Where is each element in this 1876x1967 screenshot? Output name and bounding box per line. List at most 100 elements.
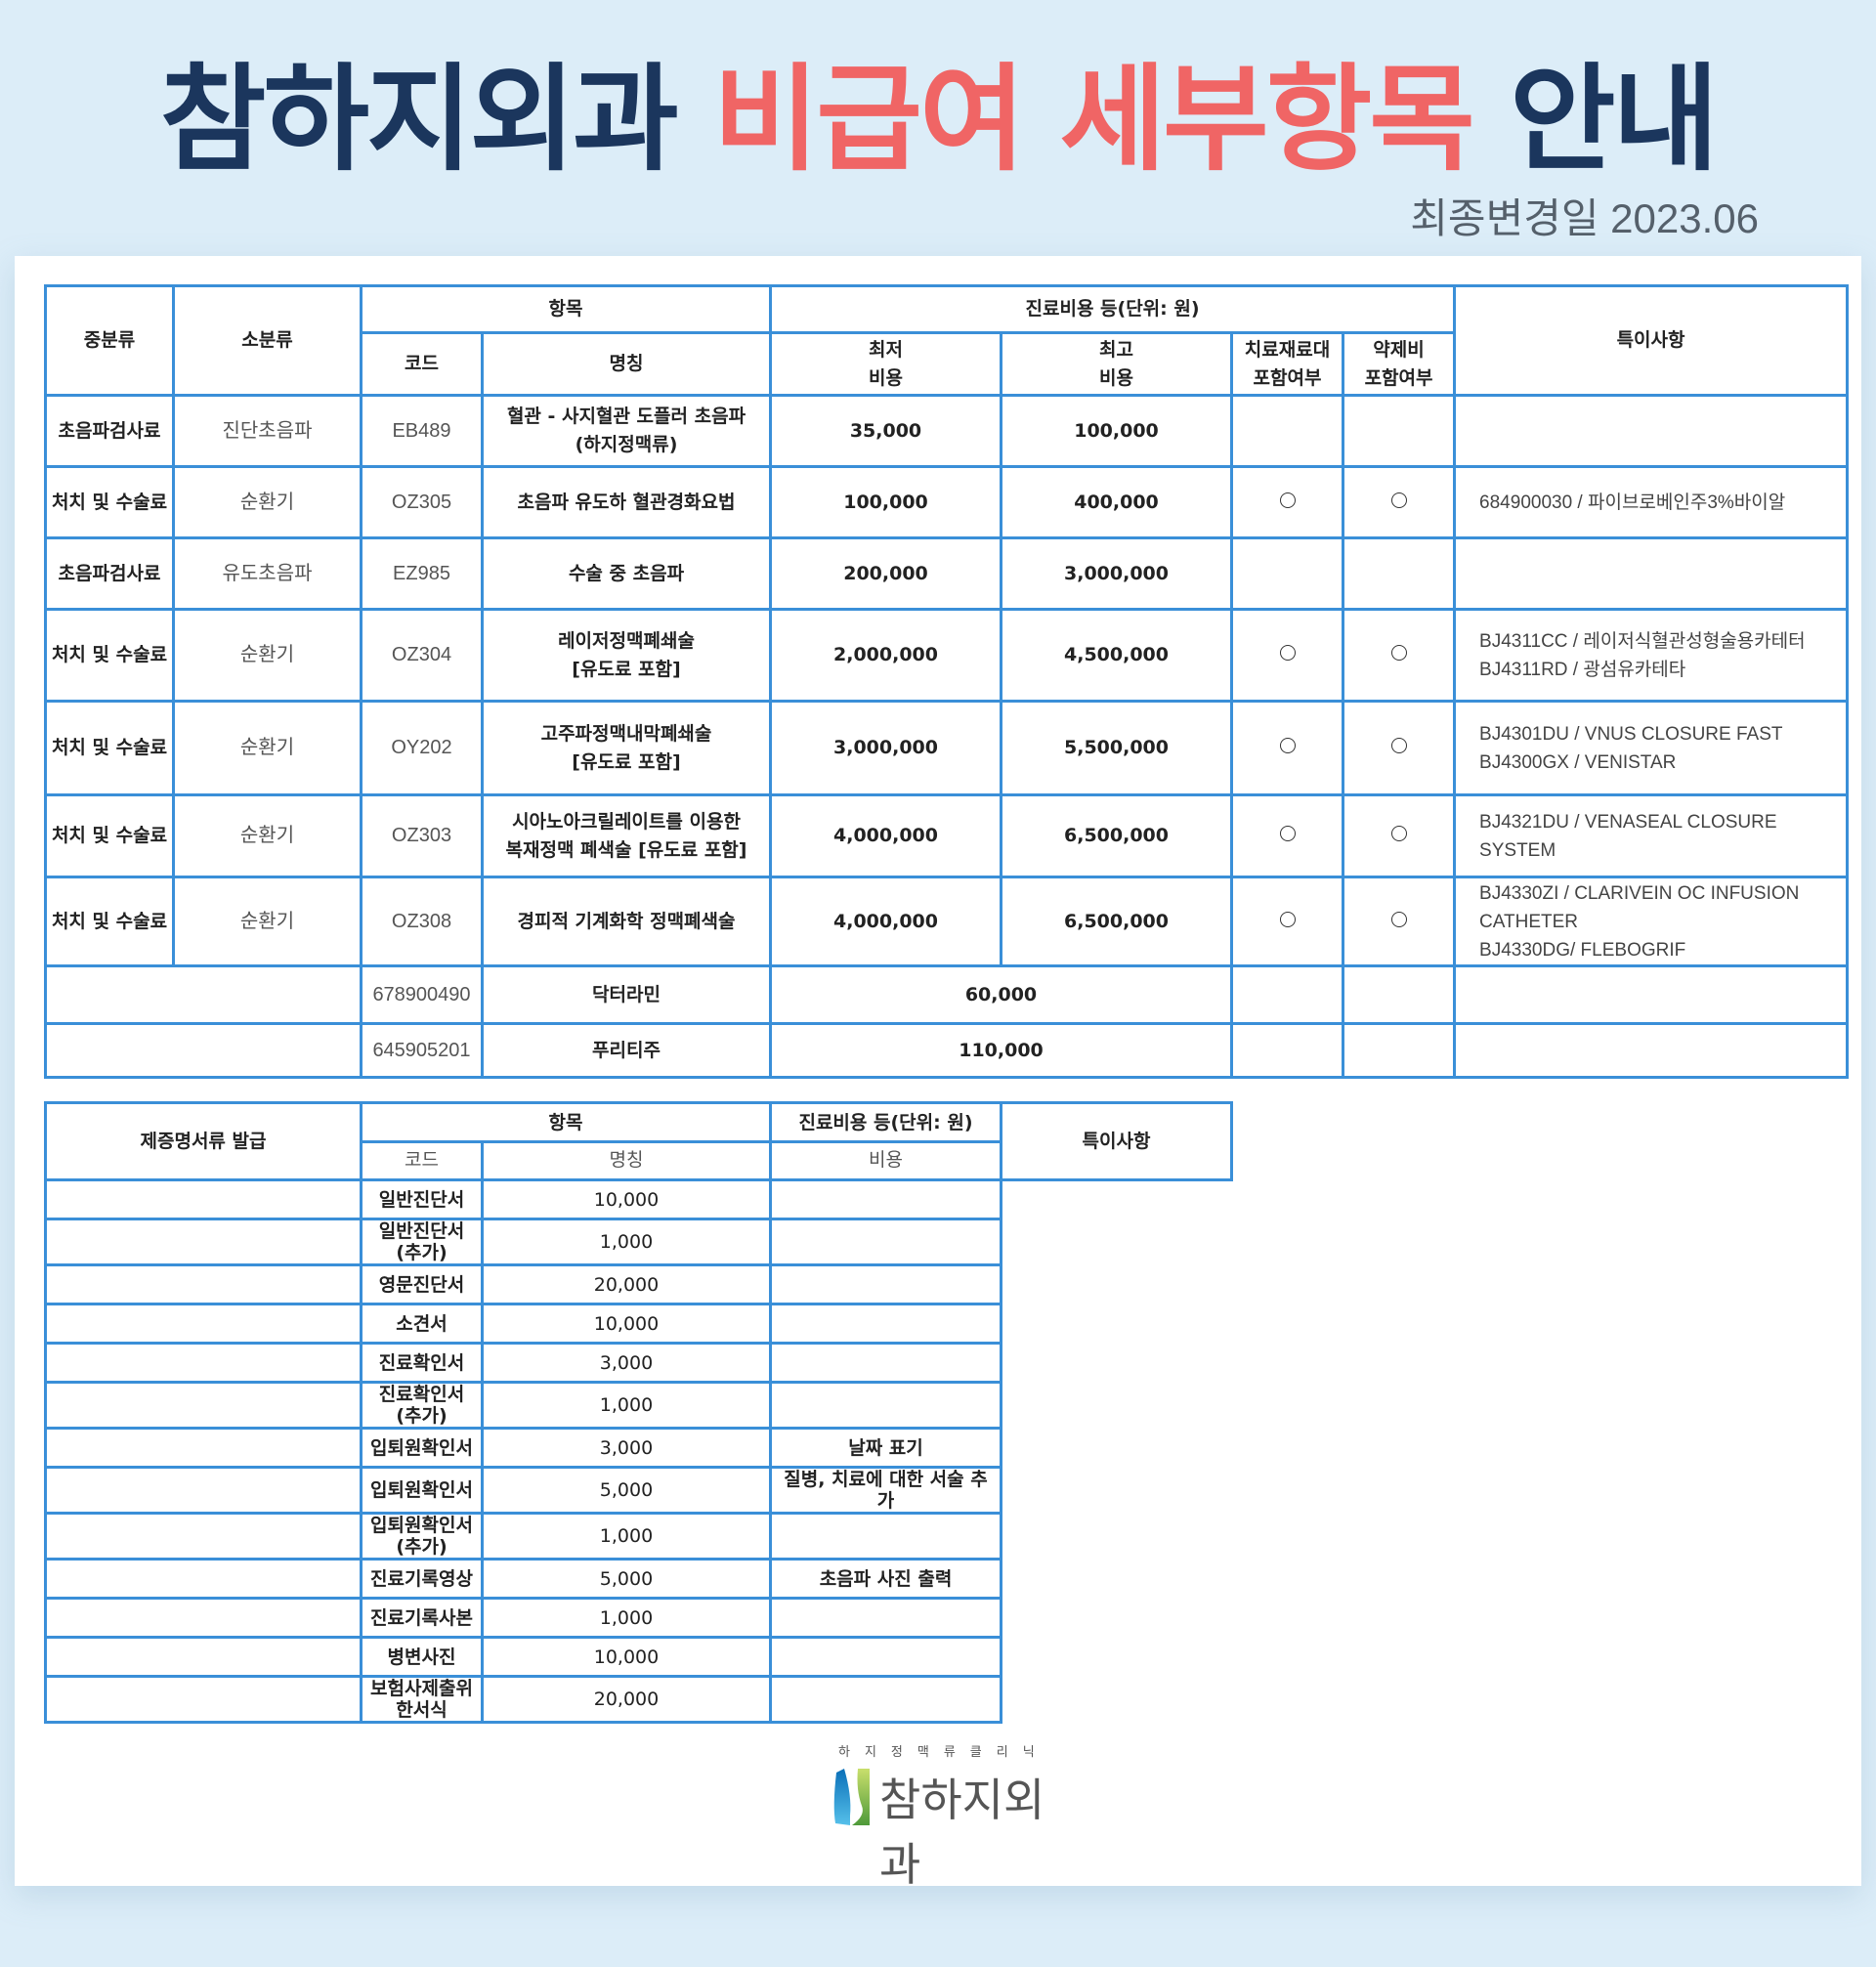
notes-cell (769, 1512, 1002, 1561)
content-card: 중분류 소분류 항목 진료비용 등(단위: 원) 특이사항 코드 명칭 최저 비용… (15, 256, 1861, 1891)
drug-row: 645905201 푸리티주 110,000 (44, 1022, 1850, 1079)
included-circle-icon (1279, 492, 1296, 508)
name-cell: 일반진단서(추가) (360, 1218, 484, 1266)
table-row: 입퇴원확인서(추가) 1,000 (44, 1512, 1232, 1561)
table-row: 영문진단서 20,000 (44, 1263, 1232, 1305)
included-circle-icon (1279, 826, 1296, 841)
code-cell (44, 1636, 362, 1678)
cost-cell: 3,000 (481, 1427, 772, 1469)
code-cell: OZ304 (360, 608, 484, 703)
mid-category-cell: 처치 및 수술료 (44, 700, 175, 796)
notes-cell: 684900030 / 파이브로베인주3%바이알 (1453, 465, 1850, 539)
empty-category-cell (44, 1022, 362, 1079)
name-cell: 보험사제출위한서식 (360, 1675, 484, 1724)
code-cell: EB489 (360, 394, 484, 468)
notes-cell (769, 1263, 1002, 1305)
drug-included-cell (1341, 394, 1457, 468)
header-cost: 비용 (769, 1140, 1002, 1181)
notes-cell (1453, 964, 1850, 1025)
notes-cell (769, 1218, 1002, 1266)
header-name: 명칭 (481, 331, 772, 397)
notes-cell (769, 1178, 1002, 1220)
code-cell (44, 1218, 362, 1266)
notes-cell (769, 1303, 1002, 1345)
name-cell: 경피적 기계화학 정맥폐색술 (481, 876, 772, 967)
leg-logo-icon (833, 1769, 870, 1825)
included-circle-icon (1390, 645, 1407, 661)
notes-cell (1453, 536, 1850, 611)
header-max-cost: 최고 비용 (1000, 331, 1233, 397)
material-included-cell (1230, 700, 1344, 796)
cost-cell: 3,000 (481, 1342, 772, 1384)
code-cell (44, 1512, 362, 1561)
drug-row: 678900490 닥터라민 60,000 (44, 964, 1850, 1025)
cost-cell: 10,000 (481, 1636, 772, 1678)
header-item: 항목 (360, 284, 772, 334)
max-cost-cell: 6,500,000 (1000, 876, 1233, 967)
name-cell: 일반진단서 (360, 1178, 484, 1220)
code-cell: 645905201 (360, 1022, 484, 1079)
included-circle-icon (1390, 492, 1407, 508)
cost-cell: 10,000 (481, 1178, 772, 1220)
header-row: 중분류 소분류 항목 진료비용 등(단위: 원) 특이사항 (44, 284, 1850, 397)
name-cell: 소견서 (360, 1303, 484, 1345)
name-cell: 혈관 - 사지혈관 도플러 초음파 (하지정맥류) (481, 394, 772, 468)
table-row: 보험사제출위한서식 20,000 (44, 1675, 1232, 1724)
material-included-cell (1230, 608, 1344, 703)
sub-category-cell: 순환기 (172, 700, 362, 796)
material-included-cell (1230, 465, 1344, 539)
category-cell: 제증명서류 발급 (44, 1101, 362, 1181)
notes-cell: BJ4301DU / VNUS CLOSURE FAST BJ4300GX / V… (1453, 700, 1850, 796)
name-cell: 입퇴원확인서 (360, 1427, 484, 1469)
min-cost-cell: 100,000 (769, 465, 1002, 539)
included-circle-icon (1390, 738, 1407, 753)
material-included-cell (1230, 793, 1344, 878)
clinic-logo: 하지정맥류클리닉 참하지외과 (815, 1741, 1069, 1891)
code-cell (44, 1558, 362, 1600)
code-cell (44, 1178, 362, 1220)
table-row: 처치 및 수술료 순환기 OY202 고주파정맥내막폐쇄술 [유도료 포함] 3,000,… (44, 700, 1850, 796)
notes-cell: 질병, 치료에 대한 서술 추가 (769, 1466, 1002, 1515)
name-cell: 진료기록사본 (360, 1597, 484, 1639)
code-cell (44, 1675, 362, 1724)
cost-cell: 1,000 (481, 1381, 772, 1430)
table-row: 초음파검사료 유도초음파 EZ985 수술 중 초음파 200,000 3,000,000 (44, 536, 1850, 611)
notes-cell (769, 1342, 1002, 1384)
included-circle-icon (1390, 911, 1407, 927)
table-row: 소견서 10,000 (44, 1303, 1232, 1345)
drug-included-cell (1341, 608, 1457, 703)
included-circle-icon (1279, 738, 1296, 753)
code-cell (44, 1427, 362, 1469)
table-row: 처치 및 수술료 순환기 OZ308 경피적 기계화학 정맥폐색술 4,000,000 6… (44, 876, 1850, 967)
drug-included-cell (1341, 964, 1457, 1025)
notes-cell: BJ4311CC / 레이저식혈관성형술용카테터 BJ4311RD / 광섬유카테… (1453, 608, 1850, 703)
max-cost-cell: 5,500,000 (1000, 700, 1233, 796)
notes-cell: BJ4321DU / VENASEAL CLOSURE SYSTEM (1453, 793, 1850, 878)
cost-cell: 20,000 (481, 1263, 772, 1305)
table-row: 진료기록사본 1,000 (44, 1597, 1232, 1639)
drug-included-cell (1341, 465, 1457, 539)
name-cell: 레이저정맥폐쇄술 [유도료 포함] (481, 608, 772, 703)
sub-category-cell: 순환기 (172, 608, 362, 703)
code-cell: 678900490 (360, 964, 484, 1025)
header-cost-group: 진료비용 등(단위: 원) (768, 284, 1457, 334)
cost-cell: 20,000 (481, 1675, 772, 1724)
logo-name: 참하지외과 (879, 1774, 1045, 1891)
notes-cell (1453, 1022, 1850, 1079)
name-cell: 닥터라민 (481, 964, 772, 1025)
code-cell (44, 1263, 362, 1305)
logo-subtitle: 하지정맥류클리닉 (838, 1745, 1049, 1760)
max-cost-cell: 100,000 (1000, 394, 1233, 468)
table-row: 처치 및 수술료 순환기 OZ304 레이저정맥폐쇄술 [유도료 포함] 2,000,00… (44, 608, 1850, 703)
min-cost-cell: 4,000,000 (769, 876, 1002, 967)
sub-category-cell: 순환기 (172, 876, 362, 967)
header-mid-category: 중분류 (44, 284, 175, 397)
sub-category-cell: 순환기 (172, 793, 362, 878)
name-cell: 고주파정맥내막폐쇄술 [유도료 포함] (481, 700, 772, 796)
mid-category-cell: 처치 및 수술료 (44, 876, 175, 967)
table-row: 입퇴원확인서 3,000 날짜 표기 (44, 1427, 1232, 1469)
sub-category-cell: 순환기 (172, 465, 362, 539)
sub-category-cell: 진단초음파 (172, 394, 362, 468)
mid-category-cell: 처치 및 수술료 (44, 793, 175, 878)
empty-category-cell (44, 964, 362, 1025)
